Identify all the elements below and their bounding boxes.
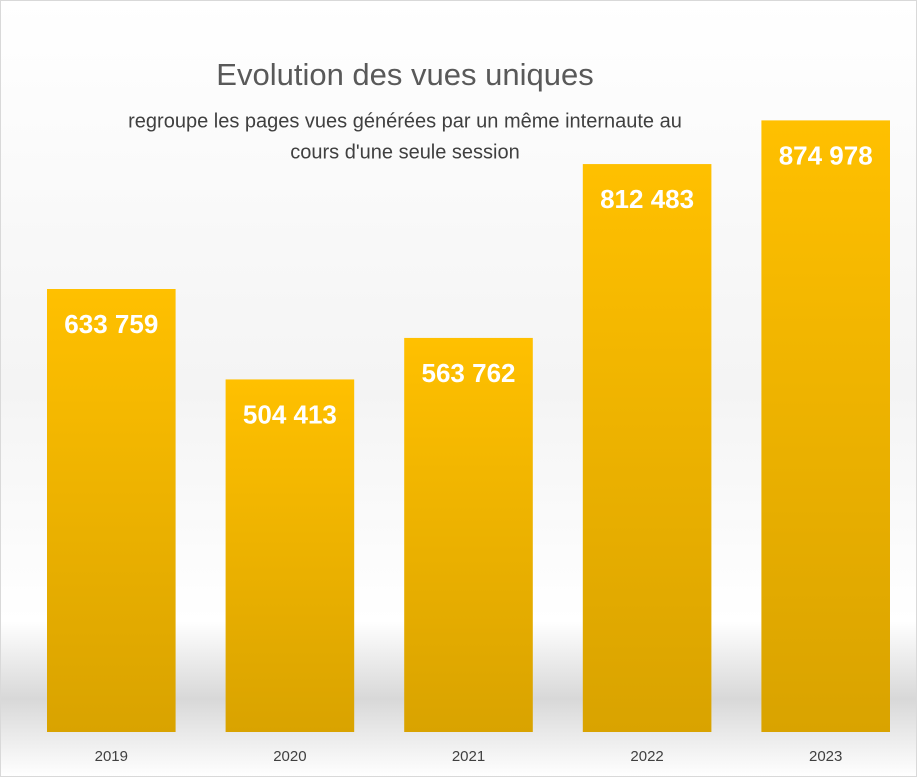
data-label: 504 413 (243, 399, 337, 429)
x-tick-label: 2022 (630, 748, 663, 765)
chart-title: Evolution des vues uniques (216, 57, 593, 92)
bar (582, 164, 712, 732)
data-label: 874 978 (779, 140, 873, 170)
x-tick-label: 2019 (95, 748, 128, 765)
x-tick-label: 2021 (452, 748, 485, 765)
x-tick-label: 2020 (273, 748, 306, 765)
bar (225, 379, 355, 732)
data-label: 812 483 (600, 184, 694, 214)
bar (404, 337, 533, 732)
chart-subtitle: cours d'une seule session (290, 141, 520, 163)
x-tick-label: 2023 (809, 748, 842, 765)
chart-subtitle: regroupe les pages vues générées par un … (128, 110, 682, 132)
data-label: 563 762 (422, 358, 516, 388)
data-label: 633 759 (64, 309, 158, 339)
bar (47, 289, 176, 732)
bar (761, 120, 890, 732)
